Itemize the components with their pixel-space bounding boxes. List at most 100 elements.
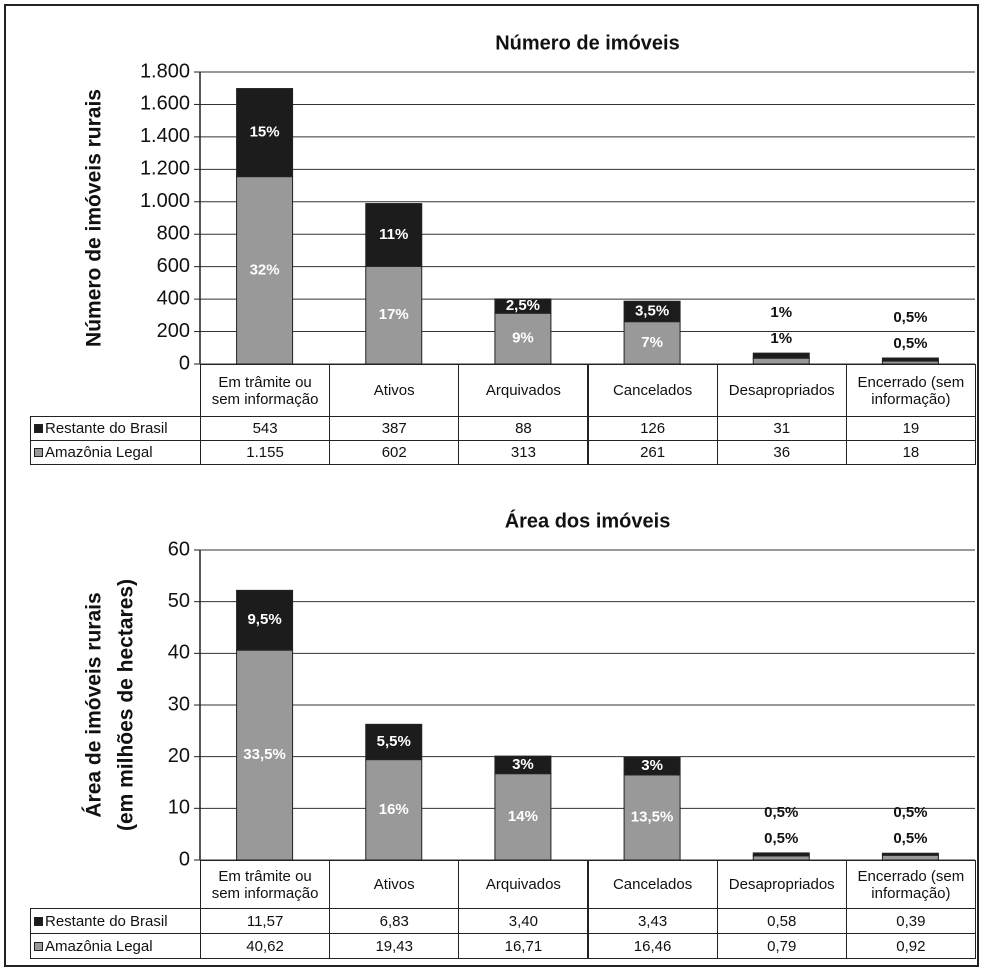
percent-label: 0,5%	[893, 335, 927, 352]
y-axis-label: (em milhões de hectares)	[115, 579, 138, 831]
percent-label: 17%	[379, 306, 409, 323]
bar	[494, 755, 552, 775]
legend-swatch	[34, 424, 43, 433]
legend-cell: Amazônia Legal	[30, 933, 201, 959]
bar	[494, 298, 552, 314]
legend-label: Restante do Brasil	[45, 420, 168, 437]
bar	[623, 321, 681, 365]
y-tick-label: 200	[157, 320, 190, 342]
table-value: 16,46	[587, 933, 718, 959]
y-axis-label: Área de imóveis rurais	[83, 592, 106, 817]
table-value: 36	[716, 440, 847, 465]
percent-label: 32%	[250, 261, 280, 278]
percent-label: 1%	[770, 304, 792, 321]
bar	[881, 852, 939, 856]
table-value: 313	[458, 440, 589, 465]
category-cell: Arquivados	[458, 364, 589, 417]
y-tick-label: 1.000	[140, 190, 190, 212]
table-value: 16,71	[458, 933, 589, 959]
bar	[236, 589, 294, 651]
table-value: 19,43	[329, 933, 460, 959]
y-tick-label: 50	[168, 590, 190, 612]
bar	[494, 312, 552, 365]
percent-label: 9,5%	[247, 611, 281, 628]
chart-title: Área dos imóveis	[505, 509, 671, 532]
percent-label: 15%	[250, 124, 280, 141]
table-value: 6,83	[329, 908, 460, 934]
y-tick-label: 400	[157, 287, 190, 309]
y-tick-label: 20	[168, 745, 190, 767]
bar	[365, 265, 423, 365]
percent-label: 16%	[379, 801, 409, 818]
category-cell: Cancelados	[587, 364, 718, 417]
percent-label: 0,5%	[893, 830, 927, 847]
percent-label: 3,5%	[635, 302, 669, 319]
category-cell: Desapropriados	[716, 860, 847, 909]
table-value: 126	[587, 416, 718, 441]
legend-cell: Restante do Brasil	[30, 908, 201, 934]
percent-label: 1%	[770, 330, 792, 347]
percent-label: 0,5%	[764, 830, 798, 847]
table-value: 88	[458, 416, 589, 441]
table-value: 387	[329, 416, 460, 441]
table-value: 31	[716, 416, 847, 441]
category-cell: Encerrado (sem informação)	[845, 860, 976, 909]
legend-label: Restante do Brasil	[45, 912, 168, 930]
percent-label: 0,5%	[893, 309, 927, 326]
legend-label: Amazônia Legal	[45, 937, 153, 955]
percent-label: 2,5%	[506, 297, 540, 314]
table-value: 0,39	[845, 908, 976, 934]
percent-label: 0,5%	[764, 804, 798, 821]
y-tick-label: 10	[168, 797, 190, 819]
table-value: 3,40	[458, 908, 589, 934]
bar	[365, 203, 423, 267]
percent-label: 33,5%	[243, 746, 286, 763]
bar	[752, 852, 810, 857]
y-tick-label: 800	[157, 223, 190, 245]
category-cell: Encerrado (sem informação)	[845, 364, 976, 417]
category-cell: Cancelados	[587, 860, 718, 909]
percent-label: 5,5%	[377, 733, 411, 750]
category-cell: Ativos	[329, 860, 460, 909]
bar	[365, 759, 423, 861]
table-value: 543	[200, 416, 331, 441]
y-tick-label: 60	[168, 538, 190, 560]
legend-swatch	[34, 448, 43, 457]
y-tick-label: 600	[157, 255, 190, 277]
frame	[4, 4, 979, 967]
y-tick-label: 1.800	[140, 60, 190, 82]
bar	[623, 756, 681, 776]
table-value: 19	[845, 416, 976, 441]
percent-label: 11%	[379, 226, 408, 243]
bar	[236, 88, 294, 178]
percent-label: 13,5%	[631, 808, 674, 825]
y-tick-label: 1.600	[140, 93, 190, 115]
y-tick-label: 1.400	[140, 125, 190, 147]
legend-cell: Restante do Brasil	[30, 416, 201, 441]
category-cell: Ativos	[329, 364, 460, 417]
y-tick-label: 1.200	[140, 158, 190, 180]
legend-cell: Amazônia Legal	[30, 440, 201, 465]
y-tick-label: 40	[168, 642, 190, 664]
category-cell: Arquivados	[458, 860, 589, 909]
table-value: 261	[587, 440, 718, 465]
y-tick-label: 0	[179, 352, 190, 374]
y-tick-label: 30	[168, 693, 190, 715]
percent-label: 14%	[508, 808, 538, 825]
percent-label: 9%	[512, 330, 534, 347]
category-cell: Desapropriados	[716, 364, 847, 417]
legend-label: Amazônia Legal	[45, 444, 153, 461]
table-value: 1.155	[200, 440, 331, 465]
table-value: 0,58	[716, 908, 847, 934]
percent-label: 7%	[641, 334, 663, 351]
category-cell: Em trâmite ou sem informação	[200, 860, 331, 909]
table-value: 3,43	[587, 908, 718, 934]
table-value: 0,92	[845, 933, 976, 959]
chart-title: Número de imóveis	[495, 32, 680, 54]
bar	[494, 773, 552, 861]
legend-swatch	[34, 941, 43, 951]
bar	[623, 300, 681, 323]
percent-label: 3%	[512, 756, 534, 773]
bar	[365, 723, 423, 761]
